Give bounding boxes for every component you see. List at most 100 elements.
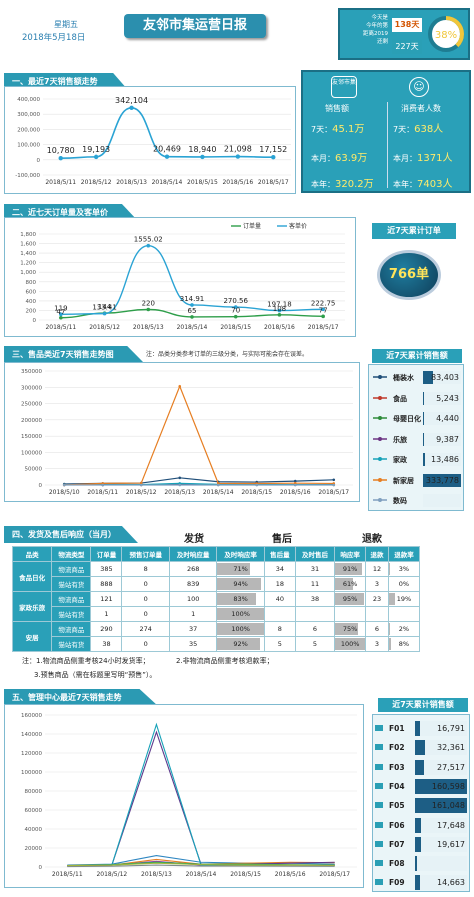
x-tick-label: 2018/5/17 (308, 324, 339, 331)
table-row: 猫站有货 888 0 839 94% 18 11 61% 3 0% (13, 576, 421, 592)
table-header: 退款率 (387, 546, 421, 562)
center-value: 19,617 (415, 836, 467, 852)
category-point (178, 385, 182, 388)
center-value-bar (415, 836, 422, 852)
y-tick-label: 160000 (21, 713, 42, 719)
section3-note: 注：品类分类参考订单的三级分类，与实际可能会存在误差。 (146, 351, 309, 358)
table-cell: 35 (168, 636, 218, 652)
category-legend-row: 食品 5,243 (369, 390, 463, 407)
table-cell: 100 (168, 591, 218, 607)
rate-fill (217, 578, 262, 590)
rate-cell: 19% (387, 591, 421, 607)
x-tick-label: 2018/5/14 (186, 871, 217, 878)
price-point (59, 312, 63, 317)
table-cell (263, 606, 296, 622)
center-value-bar (415, 817, 421, 833)
center-line (67, 862, 335, 867)
rate-cell: 91% (334, 561, 367, 577)
rate-fill (388, 623, 390, 635)
table-cell: 0 (121, 636, 170, 652)
table-cell: 3 (365, 576, 389, 592)
orders-point (321, 314, 325, 319)
table-cell: 12 (365, 561, 389, 577)
sales-data-label: 342,104 (115, 96, 148, 105)
legend-swatch (375, 802, 383, 809)
center-chart: 160000 140000 120000 100000 80000 60000 40000 2… (21, 713, 357, 878)
table-cell: 385 (90, 561, 123, 577)
center-line (67, 722, 335, 867)
center-legend-row: F02 32,361 (373, 738, 469, 757)
category-value: 5,243 (423, 391, 461, 405)
category-legend-row: 桶装水 83,403 (369, 369, 463, 386)
x-tick-label: 2018/5/11 (87, 489, 118, 496)
legend-swatch (375, 860, 383, 867)
price-point (321, 307, 325, 312)
center-legend-row: F08 (373, 854, 469, 873)
rate-fill (388, 563, 390, 575)
table-cell (365, 606, 389, 622)
center-name: F09 (389, 878, 405, 888)
rate-fill (217, 623, 264, 635)
category-point (332, 478, 336, 482)
y-tick-label: 400 (26, 299, 37, 305)
table-cell: 23 (365, 591, 389, 607)
y-tick-label: 140000 (21, 732, 42, 738)
center-value-bar (415, 798, 467, 814)
price-data-label: 119 (54, 304, 67, 312)
rate-cell: 61% (334, 576, 367, 592)
table-cell: 物流商品 (51, 561, 92, 577)
table-cell: 1 (168, 606, 218, 622)
category-panel: 350000 300000 250000 200000 150000 100000 5000… (4, 362, 360, 502)
kpi-7d-sales: 7天：45.1万 (311, 124, 365, 135)
table-cell: 3 (365, 636, 389, 652)
category-name: 母婴日化 (393, 415, 421, 423)
orders-data-label: 144 (98, 303, 112, 311)
table-cell: 888 (90, 576, 123, 592)
table-cell: 290 (90, 621, 123, 637)
rate-cell: 100% (334, 636, 367, 652)
table-header: 响应率 (334, 546, 367, 562)
category-cell: 食品日化 (11, 561, 53, 592)
table-cell: 31 (294, 561, 336, 577)
rate-cell: 8% (387, 636, 421, 652)
price-data-label: 314.91 (180, 295, 205, 303)
legend-swatch (375, 821, 383, 828)
section1-title: 一、最近7天销售额走势 (4, 73, 128, 90)
y-tick-label: 100000 (21, 770, 42, 776)
center-legend: F01 16,791 F02 32,361 F03 27,517 F04 160,598 F05… (372, 714, 470, 892)
center-value (415, 856, 467, 872)
sales-data-label: 21,098 (224, 145, 252, 154)
table-cell (294, 606, 336, 622)
center-side-title: 近7天累计销售额 (378, 698, 468, 712)
table-header: 品类 (11, 546, 53, 562)
orders-chart: 1,800 1,600 1,400 1,200 1,000 800 600 400 200 0 20… (20, 222, 345, 331)
x-tick-label: 2018/5/12 (126, 489, 157, 496)
rate-fill (335, 638, 366, 650)
center-value: 32,361 (415, 740, 467, 756)
table-cell: 6 (365, 621, 389, 637)
center-panel: 160000 140000 120000 100000 80000 60000 40000 2… (4, 704, 364, 888)
table-cell: 物流商品 (51, 621, 92, 637)
section5-title: 五、管理中心最近7天销售走势 (4, 689, 158, 706)
category-name: 食品 (393, 394, 407, 403)
sales-data-label: 18,940 (188, 145, 216, 154)
x-tick-label: 2018/5/17 (318, 489, 349, 496)
y-tick-label: 300000 (21, 385, 42, 391)
orders-side-title: 近7天累计订单 (372, 223, 456, 239)
category-value: 333,778 (423, 473, 461, 487)
center-name: F04 (389, 781, 405, 791)
rate-fill (335, 623, 358, 635)
sales-trend-chart: 400,000 300,000 200,000 100,000 0 -100,000 201… (15, 96, 291, 186)
center-name: F03 (389, 762, 405, 772)
table-row: 安居 物流商品 290 274 37 100% 8 6 75% 6 2% (11, 621, 421, 652)
table-cell: 0 (121, 591, 170, 607)
table-cell: 8 (121, 561, 170, 577)
price-data-label: 1555.02 (134, 236, 163, 244)
table-row: 猫站有货 38 0 35 92% 5 5 100% 3 8% (13, 636, 421, 652)
table-header: 预售订单量 (121, 546, 170, 562)
legend-price: 客单价 (289, 222, 307, 230)
table-cell: 物流商品 (51, 591, 92, 607)
price-data-label: 133.41 (92, 304, 117, 312)
note-2: 2.非物流商品侧重考核退款率； (176, 657, 274, 665)
sales-data-label: 10,780 (47, 146, 75, 155)
